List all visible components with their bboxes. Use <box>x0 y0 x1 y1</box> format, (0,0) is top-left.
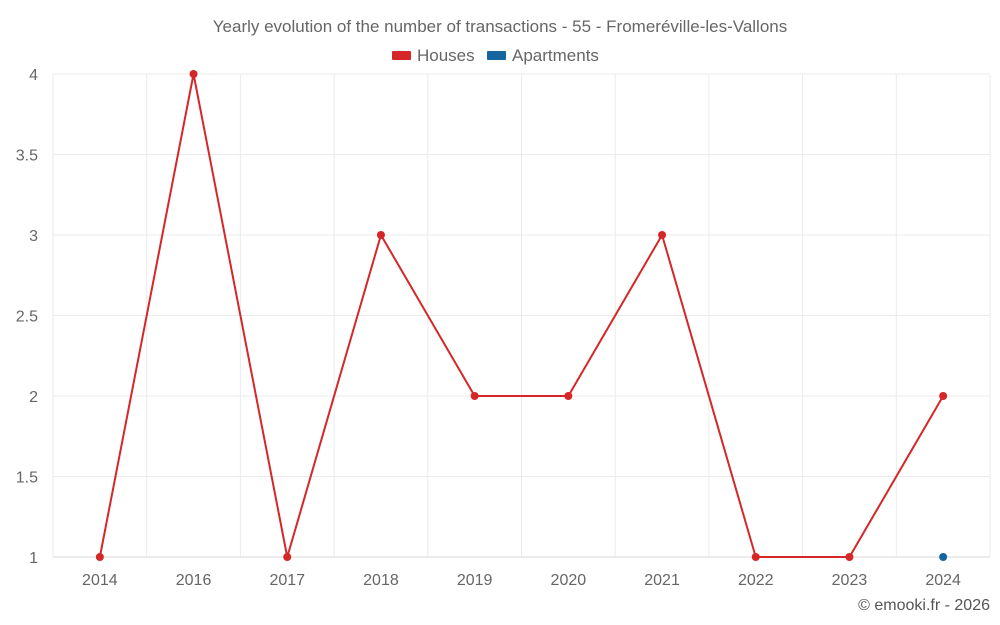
series <box>95 70 948 561</box>
x-tick-label: 2016 <box>176 572 212 589</box>
x-tick-label: 2018 <box>363 572 399 589</box>
data-point-houses[interactable] <box>376 231 385 239</box>
y-tick-label: 1 <box>29 550 38 567</box>
y-tick-label: 1.5 <box>16 470 38 487</box>
data-point-houses[interactable] <box>95 553 104 561</box>
data-point-houses[interactable] <box>189 70 198 78</box>
data-point-houses[interactable] <box>845 553 854 561</box>
data-point-houses[interactable] <box>283 553 292 561</box>
legend-item-apartments[interactable]: Apartments <box>487 46 599 65</box>
legend: Houses Apartments <box>392 46 599 65</box>
x-tick-label: 2019 <box>457 572 493 589</box>
credit-text: © emooki.fr - 2026 <box>858 597 990 614</box>
legend-item-houses[interactable]: Houses <box>392 46 475 65</box>
series-houses <box>95 70 948 561</box>
data-point-houses[interactable] <box>939 392 948 400</box>
legend-swatch-apartments <box>487 51 506 60</box>
x-tick-label: 2021 <box>644 572 680 589</box>
data-point-houses[interactable] <box>658 231 667 239</box>
y-tick-label: 3 <box>29 228 38 245</box>
legend-label-apartments: Apartments <box>512 46 599 65</box>
x-tick-label: 2020 <box>551 572 587 589</box>
x-tick-label: 2017 <box>269 572 305 589</box>
data-point-apartments[interactable] <box>939 553 948 561</box>
series-apartments <box>939 553 948 561</box>
y-tick-label: 4 <box>29 67 38 84</box>
legend-swatch-houses <box>392 51 411 60</box>
x-tick-label: 2022 <box>738 572 774 589</box>
data-point-houses[interactable] <box>751 553 760 561</box>
series-line-houses <box>98 73 945 558</box>
x-tick-label: 2014 <box>82 572 118 589</box>
y-tick-label: 3.5 <box>16 148 38 165</box>
y-tick-label: 2 <box>29 389 38 406</box>
y-tick-label: 2.5 <box>16 309 38 326</box>
chart-title: Yearly evolution of the number of transa… <box>213 17 788 36</box>
data-point-houses[interactable] <box>470 392 479 400</box>
data-point-houses[interactable] <box>564 392 573 400</box>
gridlines <box>52 73 991 557</box>
tick-labels: 1 1.5 2 2.5 3 3.5 4 2014 2016 2017 2018 2019 2020 202… <box>16 67 961 589</box>
legend-label-houses: Houses <box>417 46 475 65</box>
x-tick-label: 2024 <box>925 572 961 589</box>
x-tick-label: 2023 <box>832 572 868 589</box>
